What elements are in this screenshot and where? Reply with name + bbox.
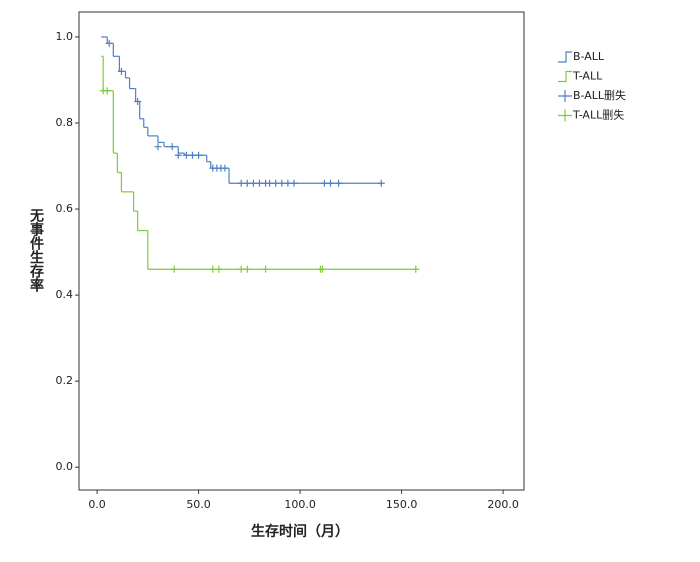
y-tick-label: 0.0	[56, 460, 74, 473]
censor-mark	[170, 265, 178, 273]
censor-mark	[168, 143, 176, 151]
y-tick-label: 0.4	[56, 288, 74, 301]
censor-mark	[209, 265, 217, 273]
censor-mark	[335, 179, 343, 187]
y-axis-title: 无事件生存率	[28, 208, 45, 293]
censor-mark	[290, 179, 298, 187]
censor-mark	[195, 151, 203, 159]
censor-mark	[237, 265, 245, 273]
censor-mark	[117, 67, 125, 75]
censor-mark	[188, 151, 196, 159]
y-tick-label: 0.2	[56, 374, 74, 387]
y-tick-label: 0.8	[56, 116, 74, 129]
legend-label: T-ALL	[572, 70, 603, 83]
x-tick-label: 150.0	[386, 498, 418, 511]
censor-mark	[105, 39, 113, 47]
x-tick-label: 200.0	[487, 498, 519, 511]
censor-mark	[284, 179, 292, 187]
x-tick-label: 100.0	[284, 498, 316, 511]
censor-mark	[262, 265, 270, 273]
censor-mark	[237, 179, 245, 187]
plot-frame	[78, 11, 525, 491]
censor-mark	[377, 179, 385, 187]
legend-label: T-ALL删失	[572, 109, 624, 122]
censor-mark	[215, 265, 223, 273]
censor-mark	[412, 265, 420, 273]
censor-mark	[154, 143, 162, 151]
censor-mark	[266, 179, 274, 187]
y-tick-label: 0.6	[56, 202, 74, 215]
censor-mark	[243, 265, 251, 273]
censor-mark	[134, 97, 142, 105]
legend-icon	[558, 109, 572, 122]
legend-label: B-ALL删失	[573, 89, 626, 102]
censor-mark	[272, 179, 280, 187]
x-axis-title: 生存时间（月）	[251, 523, 349, 540]
censor-mark	[243, 179, 251, 187]
censor-mark	[278, 179, 286, 187]
censor-mark	[327, 179, 335, 187]
censor-mark	[255, 179, 263, 187]
x-tick-label: 0.0	[88, 498, 106, 511]
censor-mark	[103, 87, 111, 95]
legend-label: B-ALL	[573, 50, 605, 63]
legend-icon	[558, 51, 572, 63]
censor-mark	[320, 179, 328, 187]
x-tick-label: 50.0	[186, 498, 211, 511]
censor-mark	[249, 179, 257, 187]
legend-icon	[558, 70, 572, 83]
censor-mark	[221, 164, 229, 172]
y-tick-label: 1.0	[56, 30, 74, 43]
censor-mark	[318, 265, 326, 273]
censor-mark	[174, 151, 182, 159]
legend-icon	[558, 90, 572, 102]
censor-mark	[182, 151, 190, 159]
